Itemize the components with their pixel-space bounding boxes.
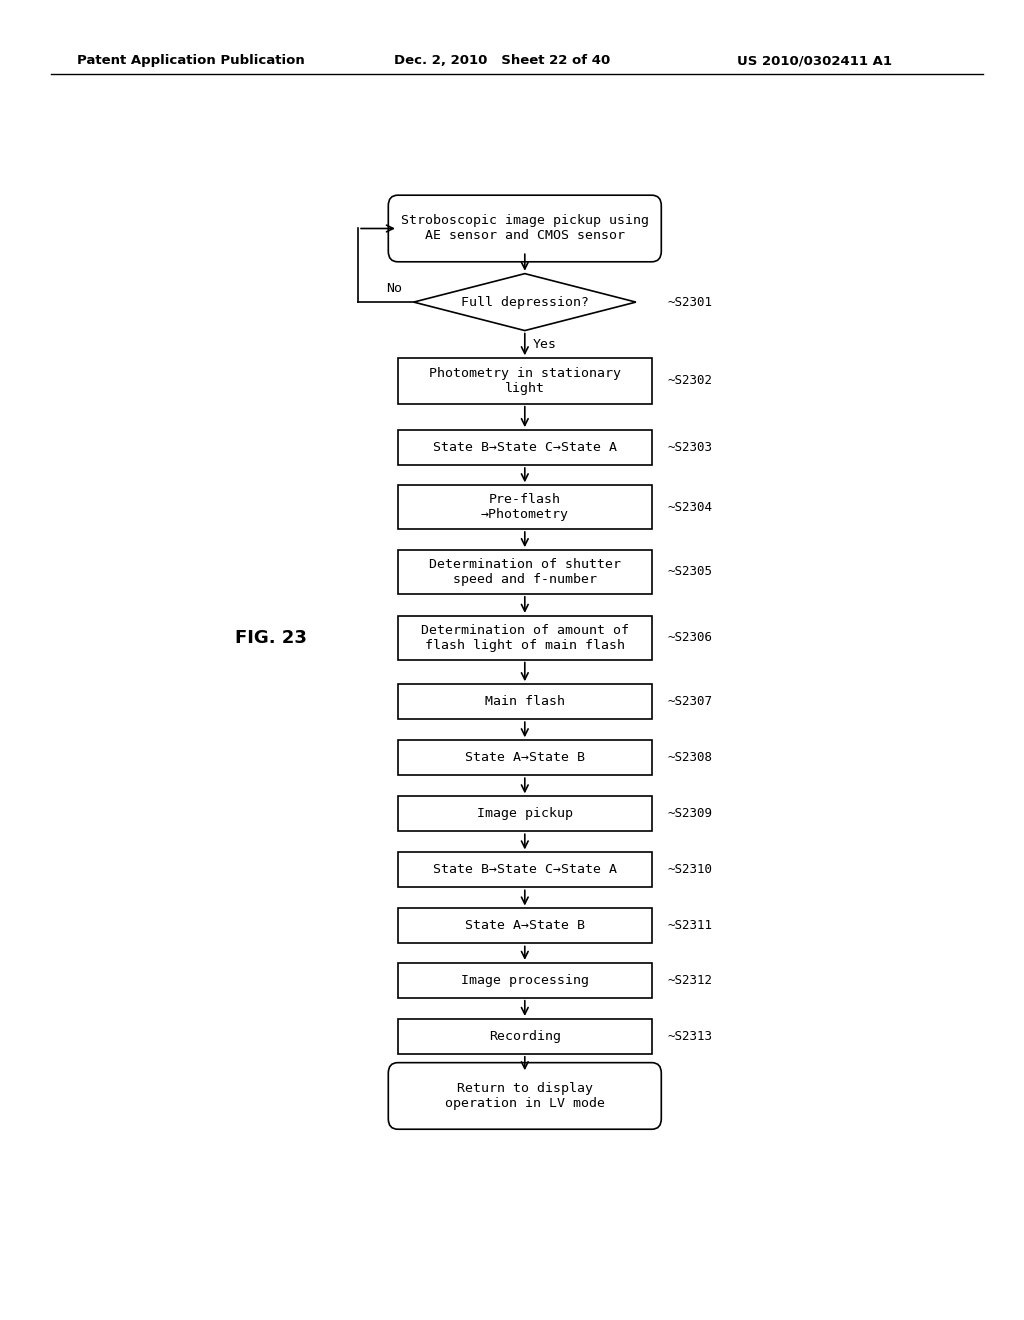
Bar bbox=[397, 962, 651, 998]
Text: Pre-flash
→Photometry: Pre-flash →Photometry bbox=[481, 494, 568, 521]
Text: ~S2308: ~S2308 bbox=[668, 751, 713, 764]
Text: ~S2307: ~S2307 bbox=[668, 696, 713, 708]
Text: State A→State B: State A→State B bbox=[465, 751, 585, 764]
Text: ~S2309: ~S2309 bbox=[668, 808, 713, 820]
Text: Yes: Yes bbox=[532, 338, 557, 351]
Bar bbox=[397, 908, 651, 944]
Polygon shape bbox=[414, 273, 636, 330]
Bar bbox=[397, 615, 651, 660]
Text: Patent Application Publication: Patent Application Publication bbox=[77, 54, 304, 67]
Text: ~S2302: ~S2302 bbox=[668, 375, 713, 388]
Text: ~S2303: ~S2303 bbox=[668, 441, 713, 454]
Bar bbox=[397, 853, 651, 887]
Text: No: No bbox=[386, 282, 401, 296]
Bar bbox=[397, 684, 651, 719]
Text: Full depression?: Full depression? bbox=[461, 296, 589, 309]
Text: ~S2305: ~S2305 bbox=[668, 565, 713, 578]
Text: FIG. 23: FIG. 23 bbox=[234, 628, 307, 647]
Text: ~S2304: ~S2304 bbox=[668, 500, 713, 513]
Text: ~S2310: ~S2310 bbox=[668, 863, 713, 876]
Text: ~S2311: ~S2311 bbox=[668, 920, 713, 932]
Text: Dec. 2, 2010   Sheet 22 of 40: Dec. 2, 2010 Sheet 22 of 40 bbox=[394, 54, 610, 67]
Text: Recording: Recording bbox=[488, 1030, 561, 1043]
Text: Determination of shutter
speed and f-number: Determination of shutter speed and f-num… bbox=[429, 558, 621, 586]
FancyBboxPatch shape bbox=[388, 195, 662, 261]
Text: US 2010/0302411 A1: US 2010/0302411 A1 bbox=[737, 54, 892, 67]
Bar bbox=[397, 1019, 651, 1053]
Text: Return to display
operation in LV mode: Return to display operation in LV mode bbox=[444, 1082, 605, 1110]
Text: Image pickup: Image pickup bbox=[477, 808, 572, 820]
Text: ~S2301: ~S2301 bbox=[668, 296, 713, 309]
Bar bbox=[397, 796, 651, 832]
Text: ~S2312: ~S2312 bbox=[668, 974, 713, 987]
Text: State B→State C→State A: State B→State C→State A bbox=[433, 863, 616, 876]
Bar bbox=[397, 550, 651, 594]
Text: Main flash: Main flash bbox=[484, 696, 565, 708]
Text: Image processing: Image processing bbox=[461, 974, 589, 987]
Text: ~S2313: ~S2313 bbox=[668, 1030, 713, 1043]
Text: Determination of amount of
flash light of main flash: Determination of amount of flash light o… bbox=[421, 623, 629, 652]
Bar bbox=[397, 741, 651, 775]
Text: ~S2306: ~S2306 bbox=[668, 631, 713, 644]
Bar bbox=[397, 486, 651, 529]
Text: State B→State C→State A: State B→State C→State A bbox=[433, 441, 616, 454]
Text: Stroboscopic image pickup using
AE sensor and CMOS sensor: Stroboscopic image pickup using AE senso… bbox=[400, 214, 649, 243]
FancyBboxPatch shape bbox=[388, 1063, 662, 1129]
Text: Photometry in stationary
light: Photometry in stationary light bbox=[429, 367, 621, 395]
Text: State A→State B: State A→State B bbox=[465, 920, 585, 932]
Bar bbox=[397, 358, 651, 404]
Bar bbox=[397, 430, 651, 465]
